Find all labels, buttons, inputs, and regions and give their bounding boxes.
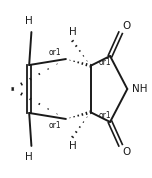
Text: O: O [122,21,130,31]
Text: or1: or1 [48,48,61,57]
Text: H: H [25,16,33,26]
Text: NH: NH [132,84,147,94]
Text: or1: or1 [99,57,111,67]
Text: H: H [69,142,77,151]
Text: or1: or1 [99,111,111,121]
Text: H: H [25,152,33,162]
Text: H: H [69,27,77,36]
Text: O: O [122,147,130,157]
Text: or1: or1 [48,121,61,130]
